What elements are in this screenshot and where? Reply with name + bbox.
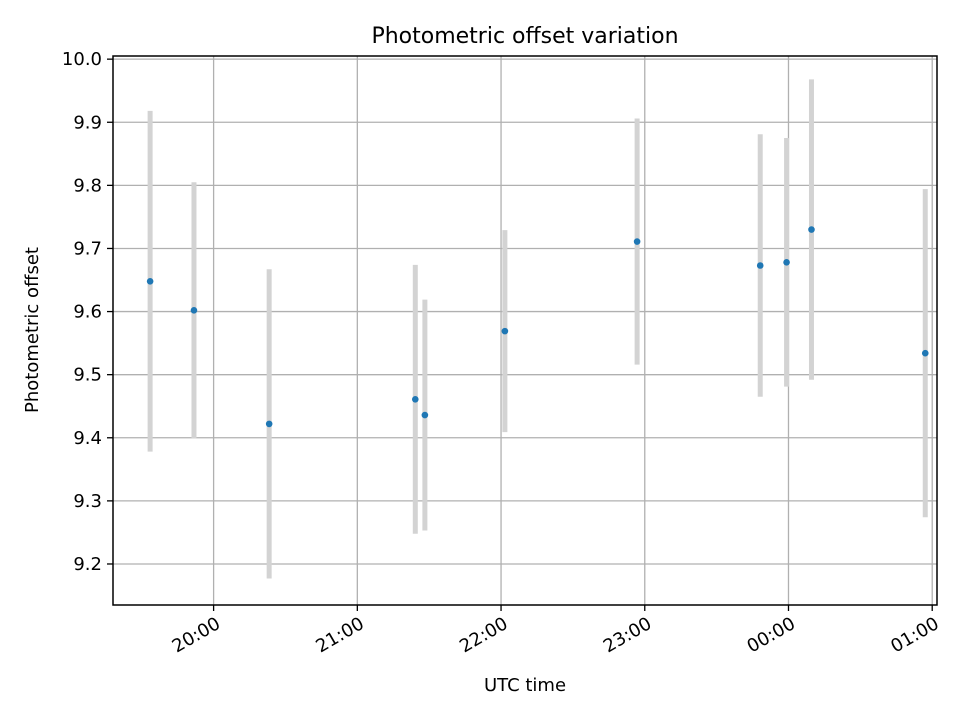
data-points	[146, 226, 929, 428]
y-tick-label: 9.6	[73, 302, 102, 323]
y-tick-label: 9.7	[73, 238, 102, 259]
data-point	[190, 307, 198, 314]
data-point	[411, 395, 419, 403]
data-point	[146, 277, 154, 285]
y-tick-label: 9.5	[73, 365, 102, 386]
y-axis-ticks: 9.2 9.3 9.4 9.5 9.6 9.7 9.8 9.9 10.0	[62, 49, 113, 575]
data-point	[501, 327, 509, 335]
y-tick-label: 9.2	[73, 554, 102, 575]
y-tick-label: 9.3	[73, 491, 102, 512]
data-point	[421, 411, 429, 419]
y-tick-label: 9.4	[73, 428, 102, 449]
plot-area-frame	[112, 55, 938, 606]
y-tick-label: 9.8	[73, 175, 102, 196]
data-point	[808, 226, 815, 233]
data-point	[633, 238, 641, 245]
chart-title: Photometric offset variation	[371, 24, 678, 49]
data-point	[265, 420, 273, 428]
y-tick-label: 9.9	[73, 112, 102, 133]
data-point	[921, 349, 929, 357]
x-axis-label: UTC time	[484, 675, 566, 696]
y-axis-label: Photometric offset	[22, 247, 43, 413]
y-tick-label: 10.0	[62, 49, 102, 70]
data-point	[783, 259, 790, 266]
data-point	[756, 262, 764, 269]
